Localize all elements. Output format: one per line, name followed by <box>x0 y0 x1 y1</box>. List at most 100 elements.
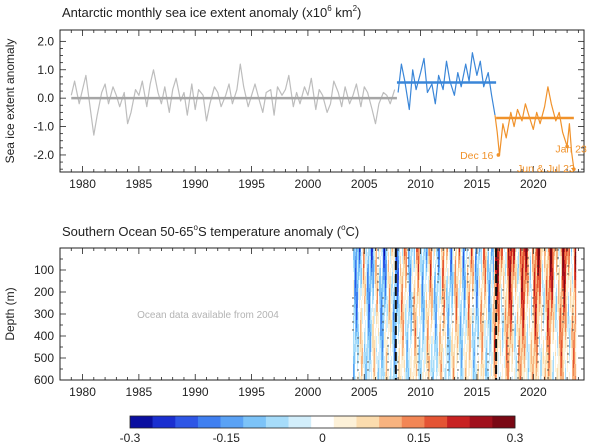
heatmap-cell <box>365 256 368 261</box>
heatmap-cell <box>415 264 418 269</box>
heatmap-cell <box>413 272 416 277</box>
heatmap-cell <box>482 288 485 293</box>
heatmap-cell <box>421 324 424 329</box>
heatmap-cell <box>425 328 428 333</box>
heatmap-cell <box>473 264 476 269</box>
heatmap-cell <box>446 312 449 317</box>
heatmap-cell <box>384 284 387 289</box>
heatmap-cell <box>476 312 479 317</box>
heatmap-cell <box>459 256 462 261</box>
heatmap-cell <box>390 280 393 285</box>
heatmap-cell <box>413 356 416 361</box>
heatmap-cell <box>467 308 470 313</box>
heatmap-cell <box>412 252 415 257</box>
heatmap-cell <box>463 284 466 289</box>
heatmap-cell <box>418 304 421 309</box>
heatmap-cell <box>399 352 402 357</box>
heatmap-cell <box>385 364 388 369</box>
heatmap-cell <box>442 368 445 373</box>
heatmap-cell <box>382 316 385 321</box>
heatmap-cell <box>365 276 368 281</box>
heatmap-cell <box>483 256 486 261</box>
heatmap-cell <box>355 264 358 269</box>
heatmap-cell <box>433 272 436 277</box>
heatmap-cell <box>455 356 458 361</box>
heatmap-cell <box>482 336 485 341</box>
heatmap-cell <box>446 372 449 377</box>
heatmap-cell <box>450 288 453 293</box>
heatmap-cell <box>366 264 369 269</box>
heatmap-cell <box>443 324 446 329</box>
heatmap-cell <box>415 328 418 333</box>
heatmap-cell <box>489 248 492 253</box>
heatmap-cell <box>367 376 370 380</box>
heatmap-cell <box>409 348 412 353</box>
heatmap-cell <box>432 256 435 261</box>
heatmap-cell <box>367 272 370 277</box>
heatmap-cell <box>363 344 366 349</box>
heatmap-cell <box>483 260 486 265</box>
heatmap-cell <box>416 312 419 317</box>
heatmap-cell <box>438 296 441 301</box>
heatmap-cell <box>355 304 358 309</box>
heatmap-cell <box>481 300 484 305</box>
heatmap-cell <box>458 360 461 365</box>
heatmap-cell <box>453 284 456 289</box>
heatmap-cell <box>386 340 389 345</box>
heatmap-cell <box>484 352 487 357</box>
heatmap-cell <box>410 348 413 353</box>
heatmap-cell <box>456 300 459 305</box>
heatmap-cell <box>453 256 456 261</box>
heatmap-cell <box>466 324 469 329</box>
top-y-tick-label: -1.0 <box>33 120 54 134</box>
heatmap-cell <box>352 300 355 305</box>
heatmap-cell <box>356 364 359 369</box>
heatmap-cell <box>462 272 465 277</box>
heatmap-cell <box>462 304 465 309</box>
heatmap-cell <box>463 352 466 357</box>
heatmap-cell <box>491 348 494 353</box>
heatmap-cell <box>480 372 483 377</box>
heatmap-cell <box>408 256 411 261</box>
heatmap-cell <box>364 288 367 293</box>
heatmap-cell <box>451 248 454 253</box>
heatmap-cell <box>402 276 405 281</box>
heatmap-cell <box>416 308 419 313</box>
heatmap-cell <box>432 264 435 269</box>
heatmap-cell <box>396 284 399 289</box>
heatmap-cell <box>490 364 493 369</box>
heatmap-cell <box>432 340 435 345</box>
heatmap-cell <box>410 368 413 373</box>
heatmap-cell <box>443 264 446 269</box>
heatmap-cell <box>463 300 466 305</box>
heatmap-cell <box>458 328 461 333</box>
heatmap-cell <box>438 356 441 361</box>
heatmap-cell <box>397 300 400 305</box>
heatmap-cell <box>495 320 498 325</box>
heatmap-cell <box>435 364 438 369</box>
heatmap-cell <box>427 252 430 257</box>
heatmap-cell <box>408 348 411 353</box>
heatmap-cell <box>490 348 493 353</box>
heatmap-cell <box>497 308 500 313</box>
heatmap-cell <box>463 268 466 273</box>
heatmap-cell <box>433 264 436 269</box>
heatmap-cell <box>464 304 467 309</box>
heatmap-cell <box>401 288 404 293</box>
heatmap-cell <box>370 292 373 297</box>
heatmap-cell <box>368 256 371 261</box>
heatmap-cell <box>375 340 378 345</box>
heatmap-cell <box>431 332 434 337</box>
heatmap-cell <box>463 372 466 377</box>
heatmap-cell <box>385 340 388 345</box>
heatmap-cell <box>405 356 408 361</box>
heatmap-cell <box>379 328 382 333</box>
heatmap-cell <box>364 364 367 369</box>
heatmap-cell <box>361 316 364 321</box>
heatmap-cell <box>416 288 419 293</box>
heatmap-cell <box>360 328 363 333</box>
heatmap-cell <box>458 264 461 269</box>
heatmap-cell <box>386 328 389 333</box>
heatmap-cell <box>431 336 434 341</box>
heatmap-cell <box>383 316 386 321</box>
